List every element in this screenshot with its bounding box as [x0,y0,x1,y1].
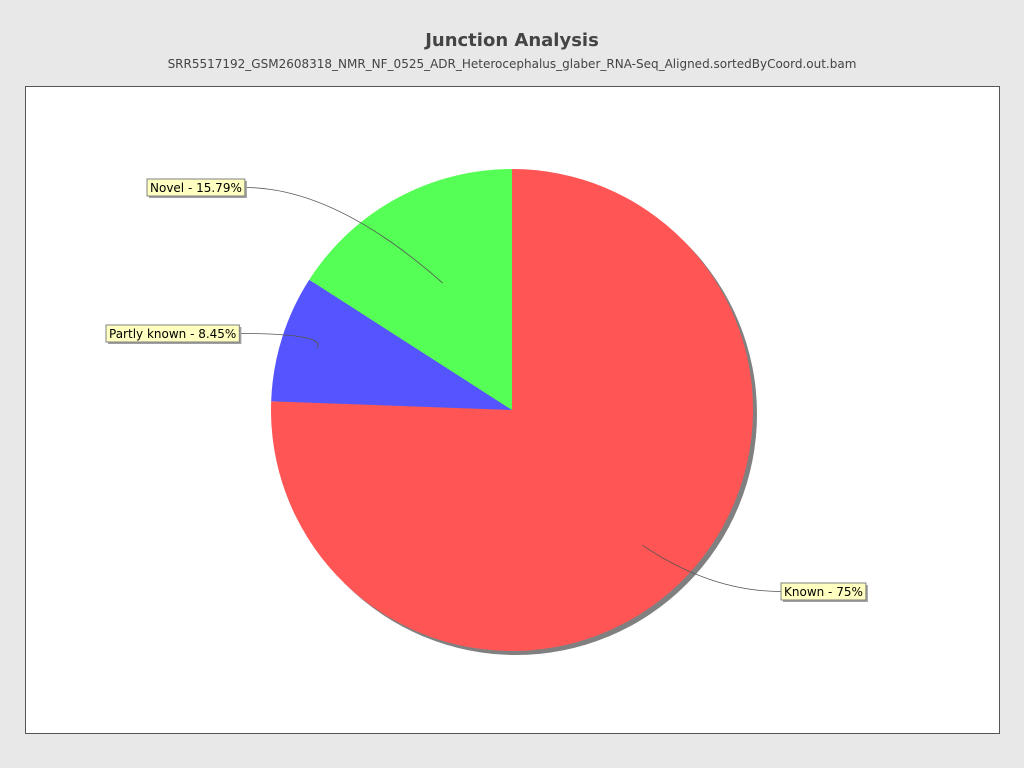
slice-label-novel: Novel - 15.79% [146,178,443,284]
slice-label-connector [244,187,443,284]
slice-label-box [105,324,240,343]
slice-label-text: Novel - 15.79% [150,181,242,195]
slice-label-text: Partly known - 8.45% [109,327,236,341]
pie-slice-known [271,169,754,651]
slice-label-connector [239,333,319,350]
slice-label-partly-known: Partly known - 8.45% [105,324,319,350]
chart-subtitle: SRR5517192_GSM2608318_NMR_NF_0525_ADR_He… [167,57,857,71]
slice-label-text: Known - 75% [784,585,863,599]
pie-slice-novel [309,169,512,410]
slice-label-box [146,178,246,197]
pie-labels: Known - 75% Partly known - 8.45% Novel - 1… [105,178,868,602]
chart-title: Junction Analysis [425,30,599,51]
pie-slices [271,169,757,655]
pie-slice-partly-known [271,279,512,410]
slice-label-known: Known - 75% [642,544,868,602]
slice-label-connector [642,544,782,592]
slice-label-box [780,582,867,601]
